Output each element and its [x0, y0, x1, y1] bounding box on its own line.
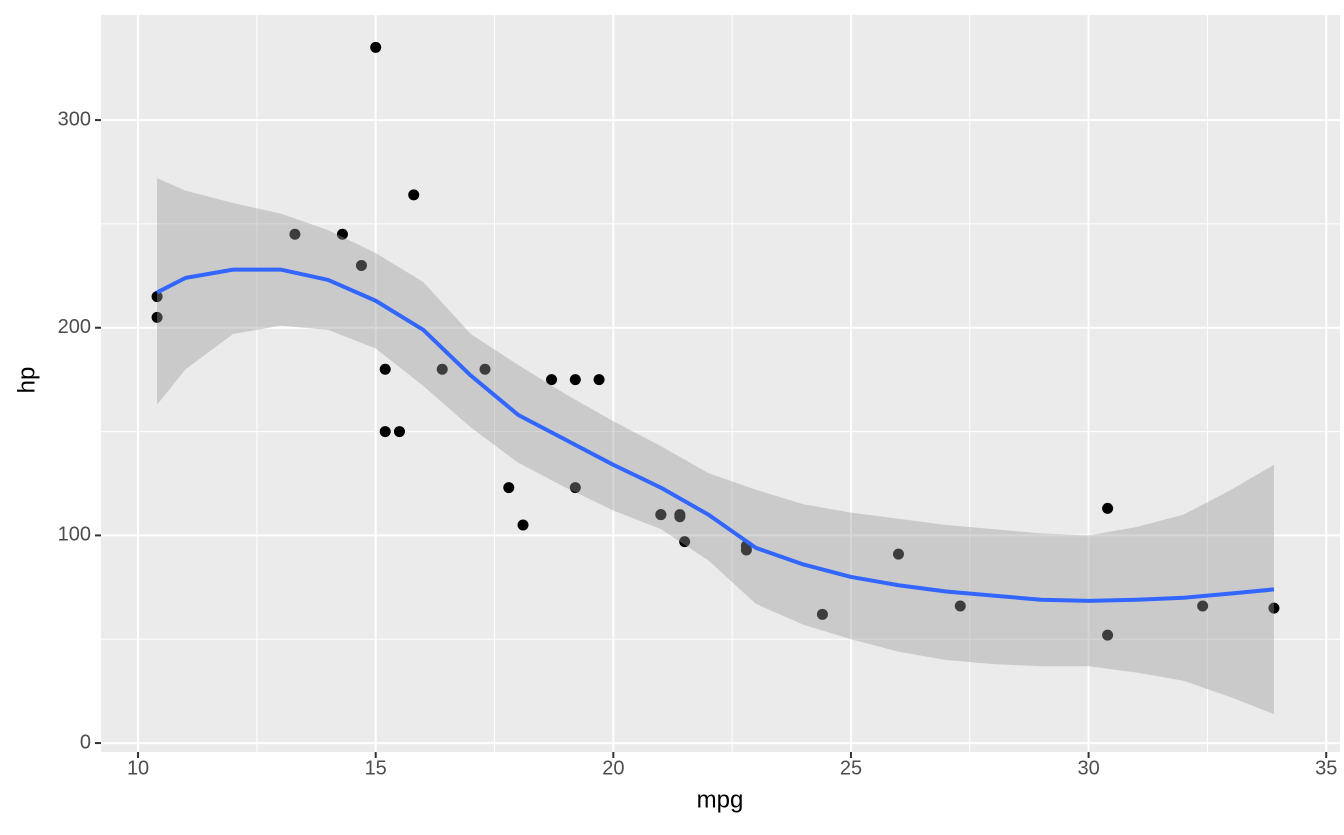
point — [393, 426, 405, 438]
x-tick-label: 10 — [127, 757, 149, 779]
point — [546, 374, 558, 386]
plot: 10 15 20 25 30 35 0 100 200 300 — [58, 15, 1340, 779]
y-tick-label: 200 — [58, 316, 91, 338]
point — [569, 374, 581, 386]
point — [816, 608, 828, 620]
point — [479, 363, 491, 375]
x-tick-label: 25 — [840, 757, 862, 779]
y-tick-label: 100 — [58, 524, 91, 546]
point — [379, 426, 391, 438]
point — [517, 519, 529, 531]
point — [370, 41, 382, 53]
point — [569, 482, 581, 494]
point — [336, 228, 348, 240]
point — [355, 259, 367, 271]
x-tick-label: 20 — [602, 757, 624, 779]
point — [679, 536, 691, 548]
x-tick-label: 30 — [1077, 757, 1099, 779]
y-axis-title: hp — [13, 367, 40, 394]
x-axis-title: mpg — [697, 786, 744, 813]
panel — [101, 15, 1340, 752]
y-tick-label: 0 — [80, 731, 91, 753]
point — [1197, 600, 1209, 612]
x-tick-label: 35 — [1315, 757, 1337, 779]
point — [503, 482, 515, 494]
point — [151, 311, 163, 323]
y-tick-label: 300 — [58, 108, 91, 130]
confidence-band — [157, 178, 1274, 714]
point — [408, 189, 420, 201]
point — [1268, 602, 1280, 614]
point — [674, 511, 686, 523]
point — [954, 600, 966, 612]
point — [379, 363, 391, 375]
point — [436, 363, 448, 375]
point — [892, 548, 904, 560]
point — [151, 291, 163, 303]
smooth-line — [156, 267, 1275, 603]
point — [1102, 502, 1114, 514]
x-tick-label: 15 — [365, 757, 387, 779]
point — [593, 374, 605, 386]
point — [1102, 629, 1114, 641]
point — [655, 509, 667, 521]
point — [289, 228, 301, 240]
